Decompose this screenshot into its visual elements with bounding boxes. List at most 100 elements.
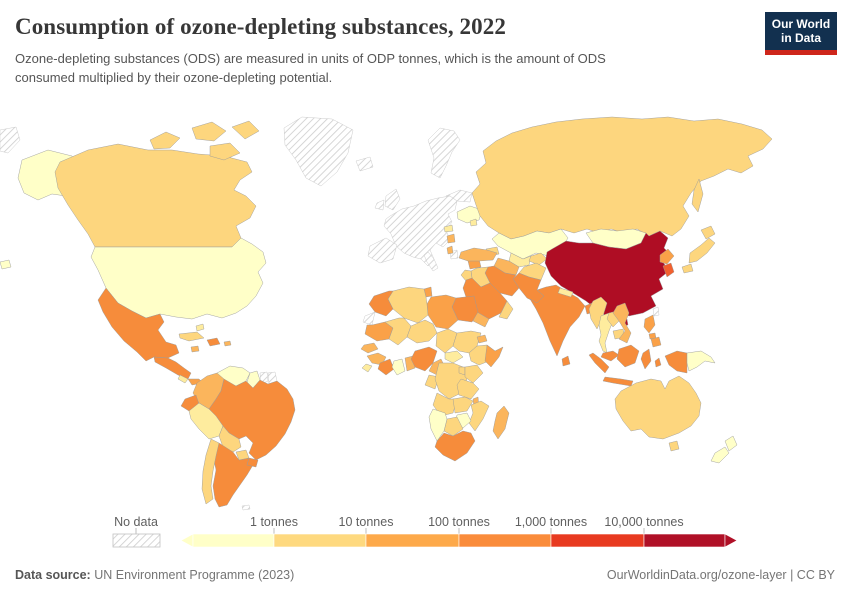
legend-segment-3[interactable] bbox=[365, 533, 460, 548]
region-kyrgyzstan-tajikistan[interactable] bbox=[528, 252, 548, 266]
region-morocco[interactable] bbox=[368, 290, 394, 317]
region-indonesia-java[interactable] bbox=[602, 376, 634, 387]
region-moldova[interactable] bbox=[469, 218, 478, 227]
legend-arrow-right[interactable] bbox=[724, 533, 738, 548]
region-philippines-mindanao[interactable] bbox=[650, 336, 662, 348]
region-algeria[interactable] bbox=[387, 286, 429, 324]
region-japan[interactable] bbox=[688, 237, 716, 264]
region-bolivia[interactable] bbox=[218, 425, 242, 453]
region-philippines-luzon[interactable] bbox=[643, 314, 656, 334]
region-japan[interactable] bbox=[681, 263, 694, 274]
map-legend: No data 1 tonnes 10 tonnes 100 tonnes 1,… bbox=[0, 510, 850, 558]
legend-segment-6[interactable] bbox=[643, 533, 726, 548]
region-arctic-island[interactable] bbox=[231, 120, 260, 140]
region-iceland[interactable] bbox=[355, 156, 374, 172]
region-ukraine[interactable] bbox=[456, 205, 483, 224]
region-indonesia-sumatra[interactable] bbox=[588, 352, 610, 374]
region-somalia[interactable] bbox=[484, 344, 504, 368]
region-oman[interactable] bbox=[498, 300, 514, 320]
region-scandinavia[interactable] bbox=[427, 127, 461, 179]
region-australia[interactable] bbox=[614, 375, 702, 440]
region-kenya[interactable] bbox=[464, 364, 484, 384]
region-sakhalin[interactable] bbox=[691, 178, 704, 213]
region-hispaniola[interactable] bbox=[206, 337, 221, 347]
region-guinea[interactable] bbox=[366, 352, 387, 366]
region-uruguay[interactable] bbox=[246, 457, 259, 468]
region-eritrea[interactable] bbox=[476, 334, 488, 344]
region-uk[interactable] bbox=[384, 188, 401, 211]
region-tanzania[interactable] bbox=[456, 378, 480, 400]
region-cuba[interactable] bbox=[178, 331, 205, 342]
region-ireland[interactable] bbox=[374, 199, 385, 211]
region-saudi-arabia[interactable] bbox=[462, 277, 508, 320]
footer-credit: OurWorldinData.org/ozone-layer | CC BY bbox=[607, 568, 835, 582]
region-bahamas[interactable] bbox=[195, 323, 205, 332]
region-central-african-republic[interactable] bbox=[444, 350, 464, 364]
region-sulawesi[interactable] bbox=[640, 348, 652, 370]
region-arctic-island[interactable] bbox=[209, 142, 241, 161]
region-vietnam[interactable] bbox=[612, 302, 632, 344]
region-china[interactable] bbox=[544, 230, 672, 317]
region-borneo[interactable] bbox=[616, 344, 640, 368]
region-albania[interactable] bbox=[446, 245, 454, 255]
region-arctic-island[interactable] bbox=[149, 131, 181, 150]
region-new-zealand[interactable] bbox=[724, 435, 738, 452]
region-zambia[interactable] bbox=[452, 396, 474, 414]
region-greenland[interactable] bbox=[283, 116, 354, 187]
region-papua-new-guinea[interactable] bbox=[686, 350, 716, 372]
region-pacific-isle[interactable] bbox=[0, 259, 12, 270]
owid-logo[interactable]: Our World in Data bbox=[765, 12, 837, 50]
legend-segment-5[interactable] bbox=[550, 533, 645, 548]
region-senegal[interactable] bbox=[360, 342, 379, 354]
region-falkland[interactable] bbox=[241, 504, 251, 511]
legend-segment-1[interactable] bbox=[192, 533, 275, 548]
region-niger[interactable] bbox=[406, 319, 438, 344]
region-new-zealand[interactable] bbox=[710, 446, 730, 464]
region-chile[interactable] bbox=[201, 438, 220, 505]
region-arctic-island[interactable] bbox=[191, 121, 227, 142]
legend-arrow-left[interactable] bbox=[180, 533, 194, 548]
region-west-papua[interactable] bbox=[664, 350, 688, 374]
region-italy[interactable] bbox=[423, 251, 439, 272]
region-cote-divoire[interactable] bbox=[377, 358, 395, 376]
region-angola[interactable] bbox=[432, 392, 458, 417]
region-turkey[interactable] bbox=[458, 247, 498, 262]
region-mexico[interactable] bbox=[97, 287, 180, 362]
region-south-korea[interactable] bbox=[662, 262, 675, 278]
region-mozambique[interactable] bbox=[468, 400, 490, 432]
region-chukotka[interactable] bbox=[0, 126, 21, 154]
footer-credit-link[interactable]: OurWorldinData.org/ozone-layer bbox=[606, 568, 787, 582]
region-tasmania[interactable] bbox=[668, 440, 680, 452]
legend-segment-2[interactable] bbox=[273, 533, 367, 548]
region-sierra-leone[interactable] bbox=[361, 363, 373, 373]
region-serbia[interactable] bbox=[446, 233, 456, 244]
region-iberia[interactable] bbox=[367, 237, 398, 264]
region-hungary[interactable] bbox=[443, 224, 454, 233]
region-north-korea[interactable] bbox=[659, 248, 675, 265]
region-jamaica[interactable] bbox=[190, 345, 200, 353]
region-japan[interactable] bbox=[700, 225, 716, 240]
region-south-africa[interactable] bbox=[434, 430, 476, 462]
region-puerto-rico[interactable] bbox=[223, 340, 232, 347]
footer: Data source: UN Environment Programme (2… bbox=[15, 568, 835, 582]
page-title: Consumption of ozone-depleting substance… bbox=[15, 14, 506, 39]
region-chad[interactable] bbox=[435, 328, 458, 354]
region-western-sahara[interactable] bbox=[362, 311, 376, 326]
legend-segment-4[interactable] bbox=[458, 533, 552, 548]
region-canada[interactable] bbox=[54, 143, 257, 248]
region-namibia[interactable] bbox=[428, 408, 448, 442]
region-costa-rica[interactable] bbox=[177, 374, 189, 384]
region-ghana[interactable] bbox=[391, 358, 406, 376]
footer-source-label: Data source: bbox=[15, 568, 91, 582]
region-madagascar[interactable] bbox=[492, 405, 510, 440]
owid-logo-line2: in Data bbox=[780, 31, 821, 45]
region-nigeria[interactable] bbox=[410, 346, 438, 372]
region-malaysia[interactable] bbox=[600, 350, 620, 362]
legend-no-data-swatch[interactable] bbox=[112, 533, 161, 548]
region-maluku[interactable] bbox=[654, 357, 662, 368]
region-taiwan[interactable] bbox=[652, 306, 660, 317]
region-nepal[interactable] bbox=[557, 287, 574, 298]
region-central-america[interactable] bbox=[153, 356, 192, 380]
region-sri-lanka[interactable] bbox=[561, 355, 571, 367]
region-russia[interactable] bbox=[471, 116, 773, 240]
